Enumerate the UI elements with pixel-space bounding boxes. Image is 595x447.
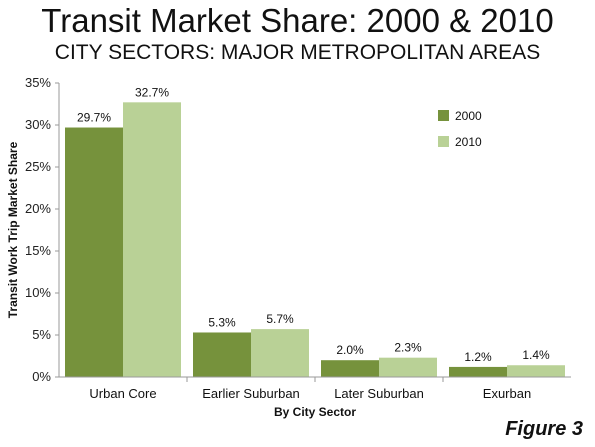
data-labels: 29.7% 32.7% 5.3% 5.7% 2.0% 2.3% 1.2% 1.4% (77, 85, 550, 364)
y-tick-label: 15% (25, 243, 51, 258)
bar-2000-3 (449, 366, 507, 377)
figure-label: Figure 3 (505, 418, 583, 440)
y-tick-label: 30% (25, 117, 51, 132)
x-category-label: Urban Core (89, 386, 156, 401)
bar-2000-1 (193, 332, 251, 377)
y-tick-label: 20% (25, 201, 51, 216)
y-tick-label: 35% (25, 75, 51, 90)
legend-label: 2010 (455, 135, 482, 149)
bar-2010-2 (379, 357, 437, 377)
x-category-label: Later Suburban (334, 386, 424, 401)
x-axis-categories: Urban Core Earlier Suburban Later Suburban… (89, 377, 531, 401)
x-axis-title: By City Sector (274, 405, 356, 419)
data-label: 2.3% (394, 341, 422, 355)
legend: 2000 2010 (438, 109, 482, 149)
y-tick-label: 0% (32, 369, 51, 384)
bar-2010-1 (251, 329, 309, 377)
y-tick-label: 25% (25, 159, 51, 174)
bar-2000-0 (65, 127, 123, 378)
data-label: 1.2% (464, 350, 492, 364)
data-label: 2.0% (336, 343, 364, 357)
data-label: 5.3% (208, 315, 236, 329)
legend-swatch-2000 (438, 110, 449, 121)
bar-2010-0 (123, 102, 181, 377)
data-label: 1.4% (522, 348, 550, 362)
x-category-label: Exurban (483, 386, 531, 401)
y-tick-label: 5% (32, 327, 51, 342)
bar-2000-2 (321, 360, 379, 377)
y-tick-label: 10% (25, 285, 51, 300)
x-category-label: Earlier Suburban (202, 386, 300, 401)
y-axis-ticks: 0% 5% 10% 15% 20% 25% 30% 35% (25, 75, 59, 384)
data-label: 29.7% (77, 111, 111, 125)
legend-swatch-2010 (438, 136, 449, 147)
data-label: 5.7% (266, 312, 294, 326)
chart-title: Transit Market Share: 2000 & 2010 (41, 2, 554, 39)
chart-subtitle: CITY SECTORS: MAJOR METROPOLITAN AREAS (54, 41, 541, 64)
legend-label: 2000 (455, 109, 482, 123)
y-axis-title: Transit Work Trip Market Share (6, 141, 20, 318)
data-label: 32.7% (135, 85, 169, 99)
bar-2010-3 (507, 365, 565, 377)
bar-series (65, 102, 565, 378)
